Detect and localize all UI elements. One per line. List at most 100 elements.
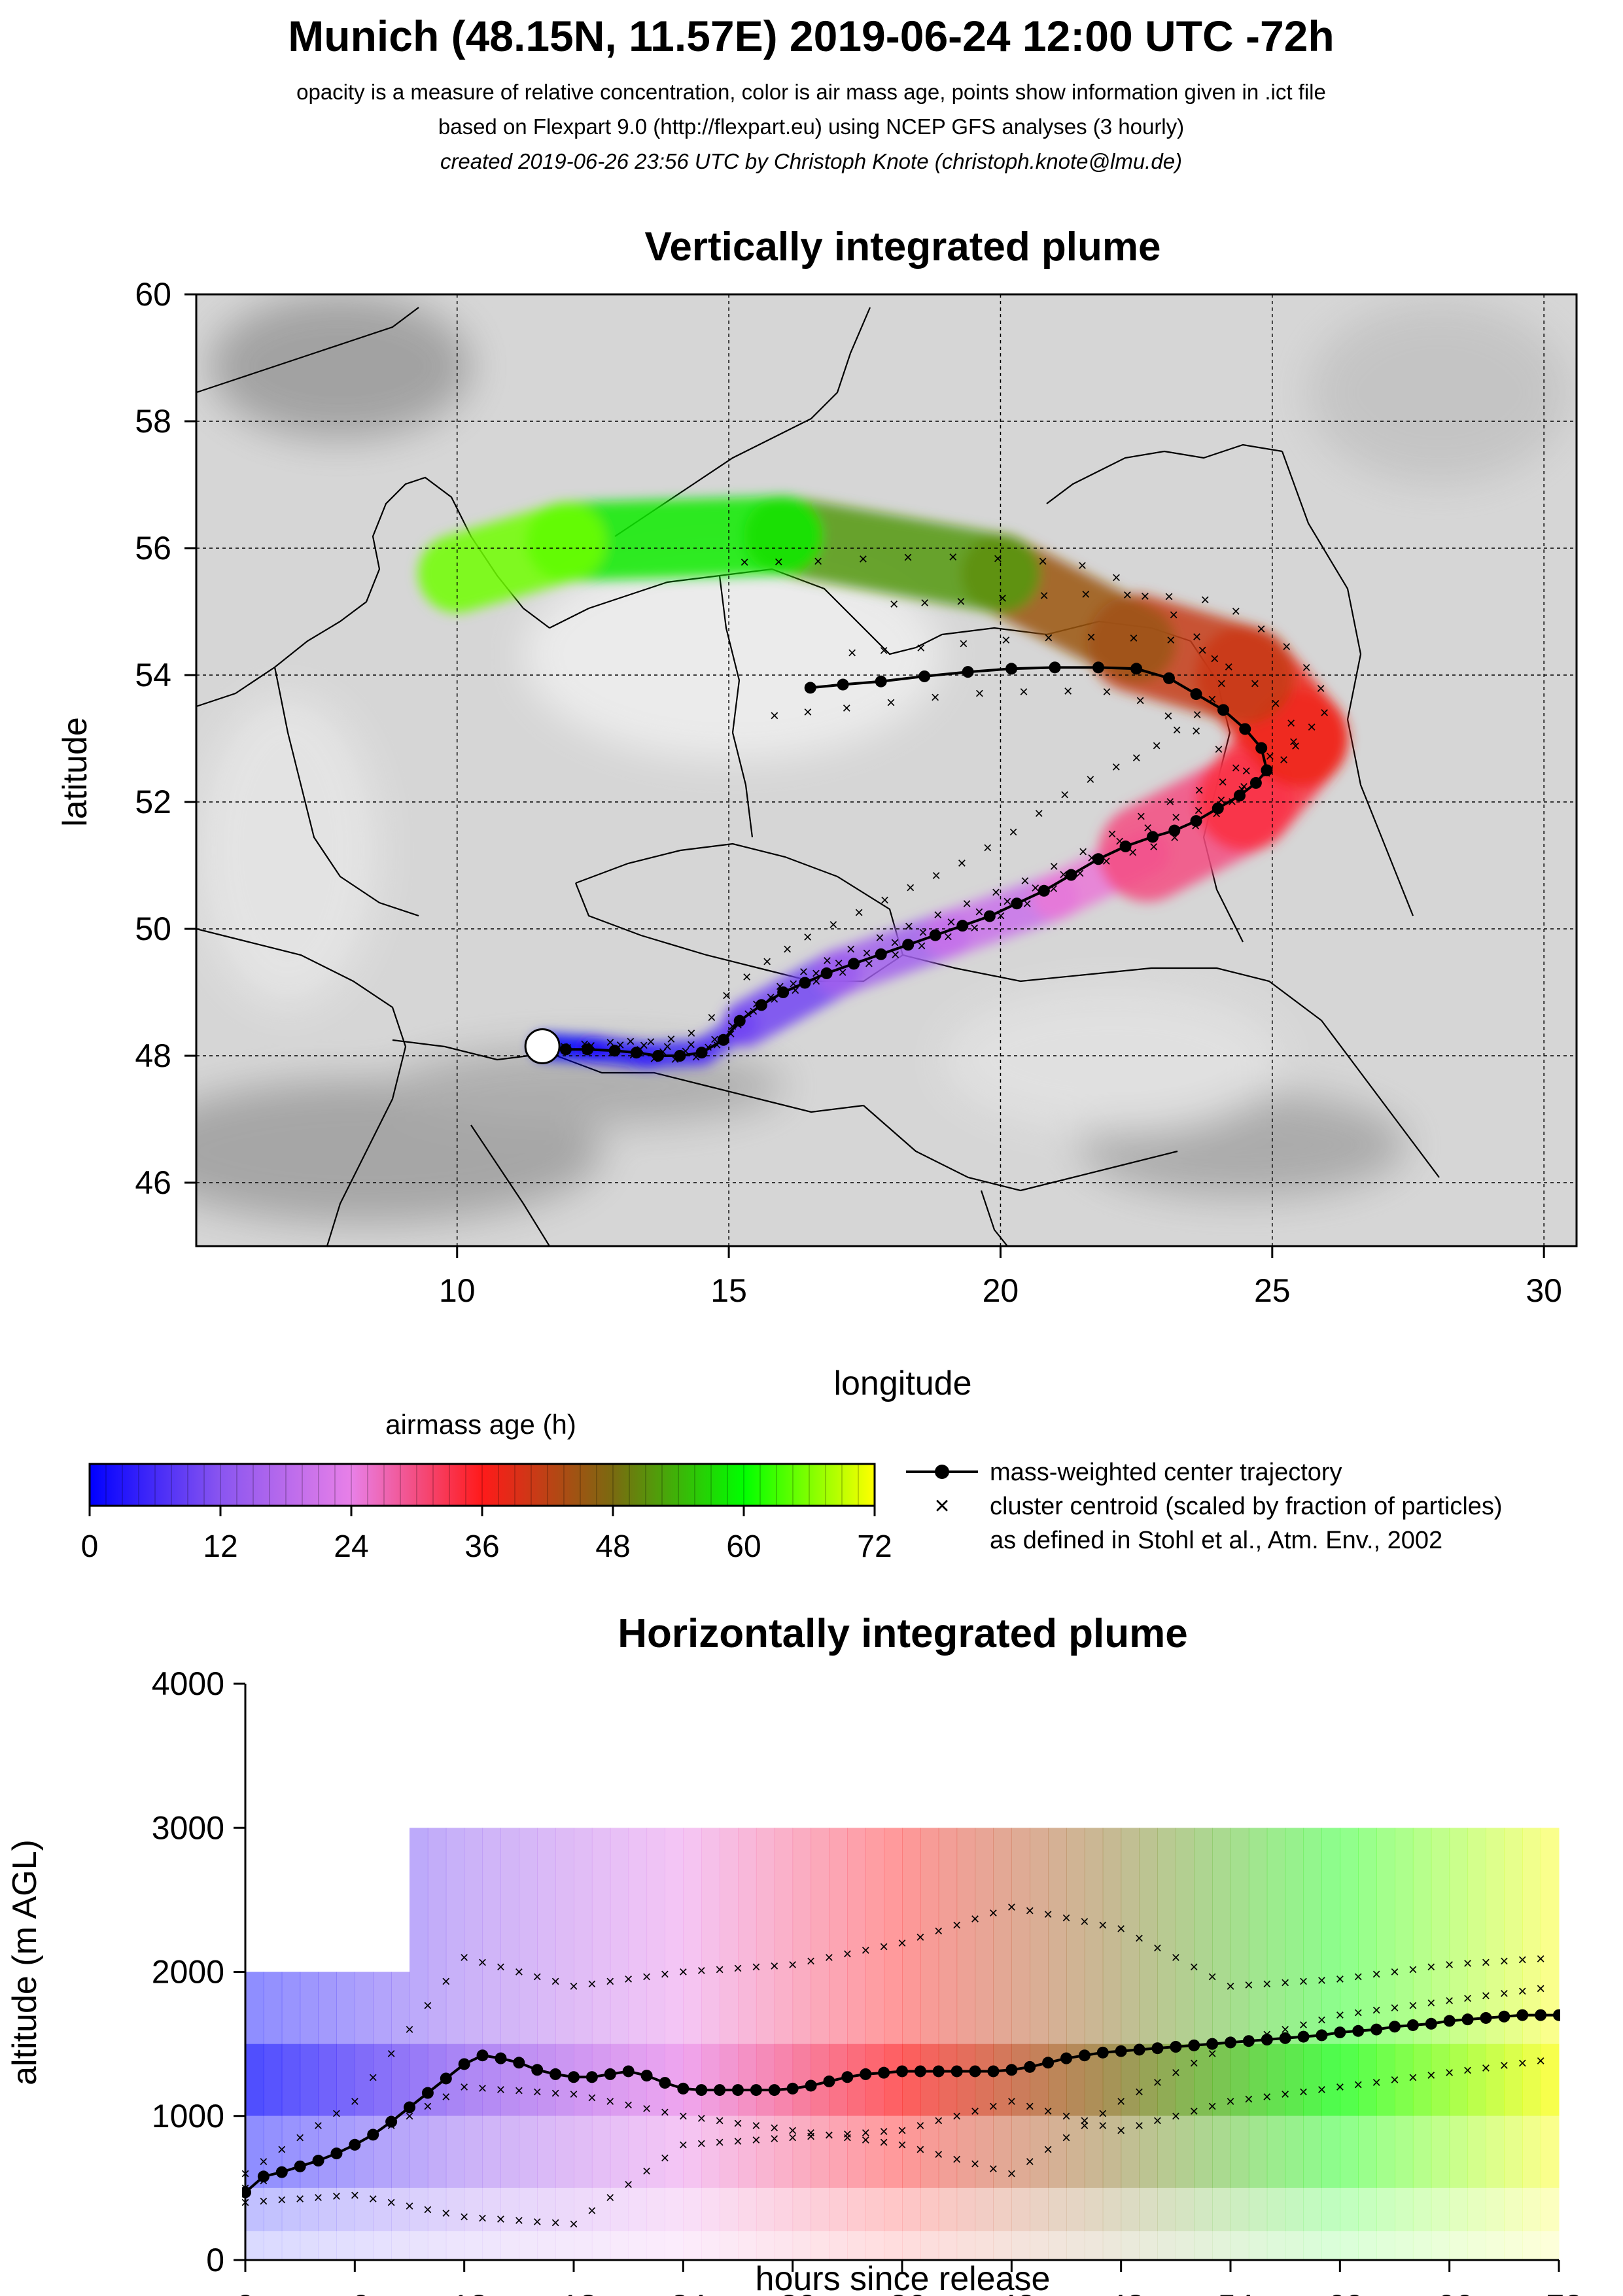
altitude-center-point [1334, 2026, 1346, 2039]
altitude-shading-cell [1194, 2187, 1213, 2231]
altitude-cluster-centroid: × [843, 2129, 852, 2147]
altitude-cluster-centroid: × [642, 1968, 652, 1986]
altitude-cluster-centroid: × [296, 2190, 305, 2208]
altitude-center-point [714, 2084, 726, 2096]
altitude-cluster-centroid: × [460, 2079, 469, 2096]
altitude-cluster-centroid: × [770, 1957, 779, 1975]
map-cluster-centroid: × [949, 549, 958, 566]
altitude-shading-cell [884, 2115, 903, 2188]
altitude-shading-cell [665, 2115, 684, 2188]
altitude-shading-cell [701, 1828, 720, 2044]
map-cluster-centroid: × [1081, 585, 1091, 603]
release-point-marker [524, 1028, 561, 1064]
colorbar-title: airmass age (h) [385, 1409, 576, 1440]
altitude-cluster-centroid: × [788, 2129, 797, 2147]
altitude-shading-cell [774, 2115, 794, 2188]
altitude-center-point [932, 2065, 945, 2078]
altitude-center-point [421, 2087, 434, 2099]
map-cluster-centroid: × [904, 918, 913, 935]
altitude-cluster-centroid: × [1025, 2098, 1034, 2115]
altitude-shading-cell [1176, 2044, 1195, 2116]
map-cluster-centroid: × [1302, 659, 1311, 677]
altitude-shading-cell [1412, 2044, 1432, 2116]
altitude-shading-cell [993, 2115, 1012, 2188]
altitude-shading-cell [1212, 2115, 1231, 2188]
altitude-shading-cell [646, 1828, 665, 2044]
altitude-shading-cell [1285, 2231, 1304, 2260]
altitude-cluster-centroid: × [277, 2141, 287, 2159]
altitude-shading-cell [555, 2231, 574, 2260]
altitude-shading-cell [756, 2187, 775, 2231]
altitude-shading-cell [591, 2231, 611, 2260]
altitude-cluster-centroid: × [1080, 1913, 1089, 1930]
legend-center-dot [935, 1465, 949, 1479]
altitude-shading-cell [1157, 2187, 1176, 2231]
altitude-shading-cell [701, 2115, 720, 2188]
altitude-shading-cell [774, 2044, 794, 2116]
altitude-cluster-centroid: × [879, 2123, 888, 2141]
altitude-shading-cell [720, 1828, 739, 2044]
altitude-shading-cell [665, 2187, 684, 2231]
map-cluster-centroid: × [1019, 683, 1028, 701]
map-cluster-centroid: × [663, 1038, 672, 1056]
altitude-cluster-centroid: × [971, 2102, 980, 2120]
altitude-shading-cell [245, 2044, 264, 2116]
altitude-y-tick-label: 1000 [152, 2098, 224, 2134]
altitude-shading-cell [1541, 2115, 1560, 2188]
map-cluster-centroid: × [774, 553, 783, 571]
altitude-shading-cell [1504, 2115, 1523, 2188]
altitude-center-point [1516, 2009, 1529, 2021]
colorbar-tick-label: 12 [203, 1529, 237, 1564]
altitude-shading-cell [482, 2187, 501, 2231]
altitude-shading-cell [1340, 1828, 1359, 2044]
altitude-center-point [1425, 2017, 1437, 2030]
altitude-cluster-centroid: × [788, 2122, 797, 2140]
altitude-shading-cell [355, 2115, 374, 2188]
map-cluster-centroid: × [1111, 759, 1121, 776]
map-cluster-centroid: × [962, 895, 971, 913]
map-cluster-centroid: × [1224, 659, 1233, 676]
altitude-cluster-centroid: × [770, 2119, 779, 2137]
altitude-shading-cell [500, 2115, 519, 2188]
altitude-cluster-centroid: × [387, 2045, 396, 2062]
altitude-cluster-centroid: × [807, 2124, 816, 2142]
altitude-cluster-centroid: × [752, 1958, 761, 1976]
altitude-shading-cell [1358, 2187, 1377, 2231]
altitude-shading-cell [829, 1828, 848, 2044]
altitude-cluster-centroid: × [624, 2176, 633, 2193]
altitude-cluster-centroid: × [1080, 2117, 1089, 2134]
map-cluster-centroid: × [993, 550, 1002, 568]
altitude-cluster-centroid: × [1463, 1990, 1473, 2008]
altitude-x-tick-label: -48 [1098, 2288, 1145, 2296]
map-cluster-centroid: × [916, 640, 926, 657]
map-cluster-centroid: × [1039, 587, 1049, 604]
altitude-shading-cell [1412, 2187, 1432, 2231]
altitude-cluster-centroid: × [496, 2081, 505, 2098]
altitude-cluster-centroid: × [1025, 1902, 1034, 1920]
map-center-point [918, 670, 931, 682]
map-cluster-centroid: × [1289, 733, 1298, 751]
altitude-x-tick-label: -66 [1426, 2288, 1473, 2296]
altitude-shading-cell [1395, 2231, 1414, 2260]
trajectory-legend: mass-weighted center trajectory × cluste… [906, 1459, 1503, 1554]
altitude-shading-cell [1139, 2115, 1158, 2188]
altitude-shading-cell [665, 2231, 684, 2260]
altitude-shading-cell [263, 1972, 283, 2044]
altitude-cluster-centroid: × [1353, 1968, 1363, 1986]
altitude-shading-cell [1303, 2044, 1322, 2116]
altitude-shading-cell [1467, 2115, 1486, 2188]
legend-cluster-label-2: as defined in Stohl et al., Atm. Env., 2… [990, 1527, 1442, 1554]
map-y-tick-label: 60 [135, 276, 171, 313]
altitude-cluster-centroid: × [1353, 2076, 1363, 2094]
altitude-shading-cell [1212, 2231, 1231, 2260]
map-cluster-centroid: × [742, 969, 752, 986]
altitude-cluster-centroid: × [1098, 2105, 1108, 2123]
map-x-tick-label: 30 [1526, 1272, 1562, 1309]
altitude-cluster-centroid: × [606, 2093, 615, 2111]
map-cluster-centroid: × [1231, 602, 1240, 620]
altitude-shading-cell [373, 2044, 392, 2116]
map-cluster-centroid: × [1271, 695, 1280, 712]
altitude-cluster-centroid: × [569, 2086, 578, 2104]
altitude-shading-cell [464, 2115, 483, 2188]
altitude-panel: × × × × × × × × × × × × × × × × × × × × × × × × × × × × × × × × × × × × × × × ×… [242, 1828, 1560, 2260]
